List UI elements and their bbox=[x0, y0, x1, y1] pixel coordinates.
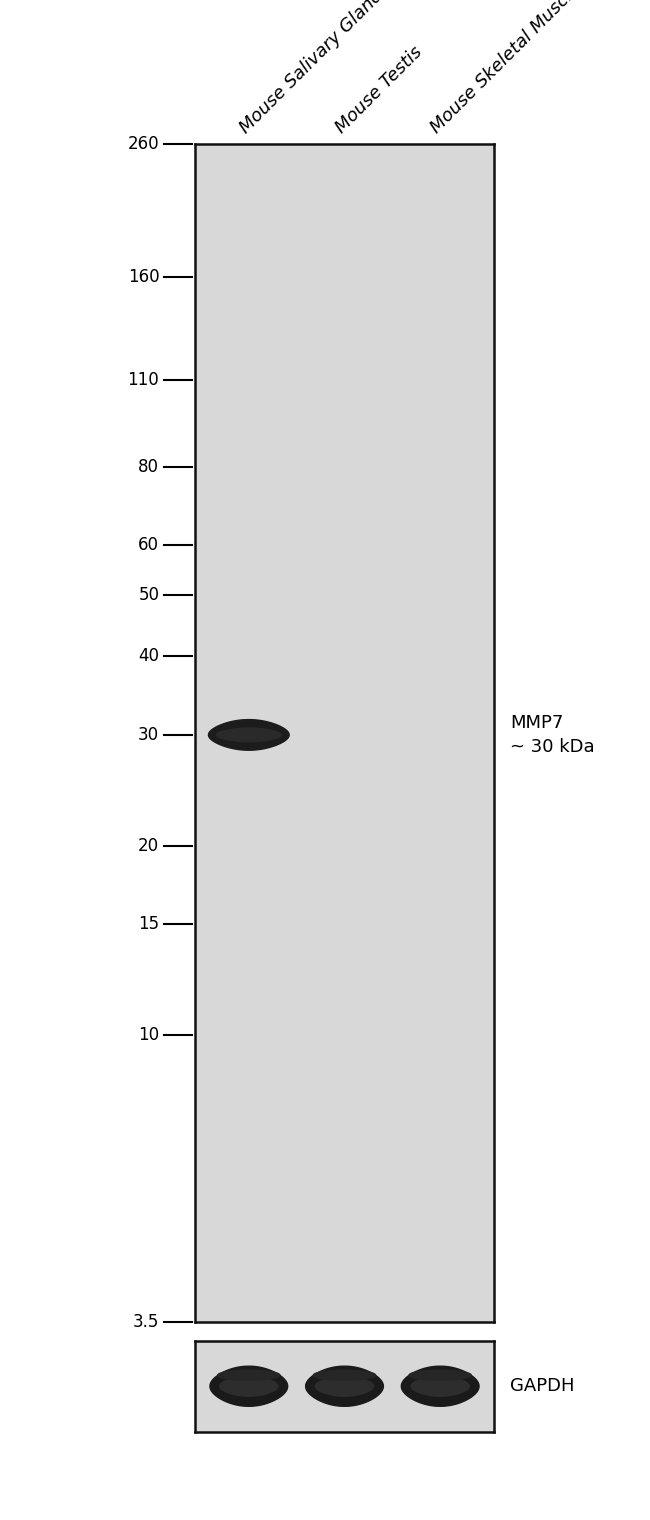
Polygon shape bbox=[210, 1366, 288, 1406]
Text: 3.5: 3.5 bbox=[133, 1313, 159, 1332]
Text: 60: 60 bbox=[138, 537, 159, 555]
Text: 30: 30 bbox=[138, 727, 159, 743]
Text: GAPDH: GAPDH bbox=[510, 1377, 575, 1395]
Polygon shape bbox=[315, 1376, 374, 1397]
Text: 20: 20 bbox=[138, 838, 159, 854]
Text: 15: 15 bbox=[138, 915, 159, 933]
Text: 10: 10 bbox=[138, 1026, 159, 1044]
Text: Mouse Testis: Mouse Testis bbox=[332, 43, 426, 137]
Text: Mouse Salivary Gland: Mouse Salivary Gland bbox=[236, 0, 387, 137]
Text: ~ 30 kDa: ~ 30 kDa bbox=[510, 739, 595, 755]
Text: Mouse Skeletal Muscle: Mouse Skeletal Muscle bbox=[428, 0, 584, 137]
Polygon shape bbox=[409, 1370, 471, 1380]
Polygon shape bbox=[313, 1370, 376, 1380]
Polygon shape bbox=[306, 1366, 384, 1406]
Text: 50: 50 bbox=[138, 587, 159, 605]
Text: 80: 80 bbox=[138, 458, 159, 476]
Text: 110: 110 bbox=[127, 371, 159, 389]
Text: 260: 260 bbox=[127, 135, 159, 154]
Polygon shape bbox=[401, 1366, 479, 1406]
Text: 40: 40 bbox=[138, 648, 159, 666]
Polygon shape bbox=[216, 728, 281, 742]
Text: 160: 160 bbox=[127, 268, 159, 286]
Text: MMP7: MMP7 bbox=[510, 714, 564, 731]
Polygon shape bbox=[220, 1376, 278, 1397]
Polygon shape bbox=[218, 1370, 280, 1380]
Polygon shape bbox=[209, 719, 289, 751]
Polygon shape bbox=[411, 1376, 469, 1397]
